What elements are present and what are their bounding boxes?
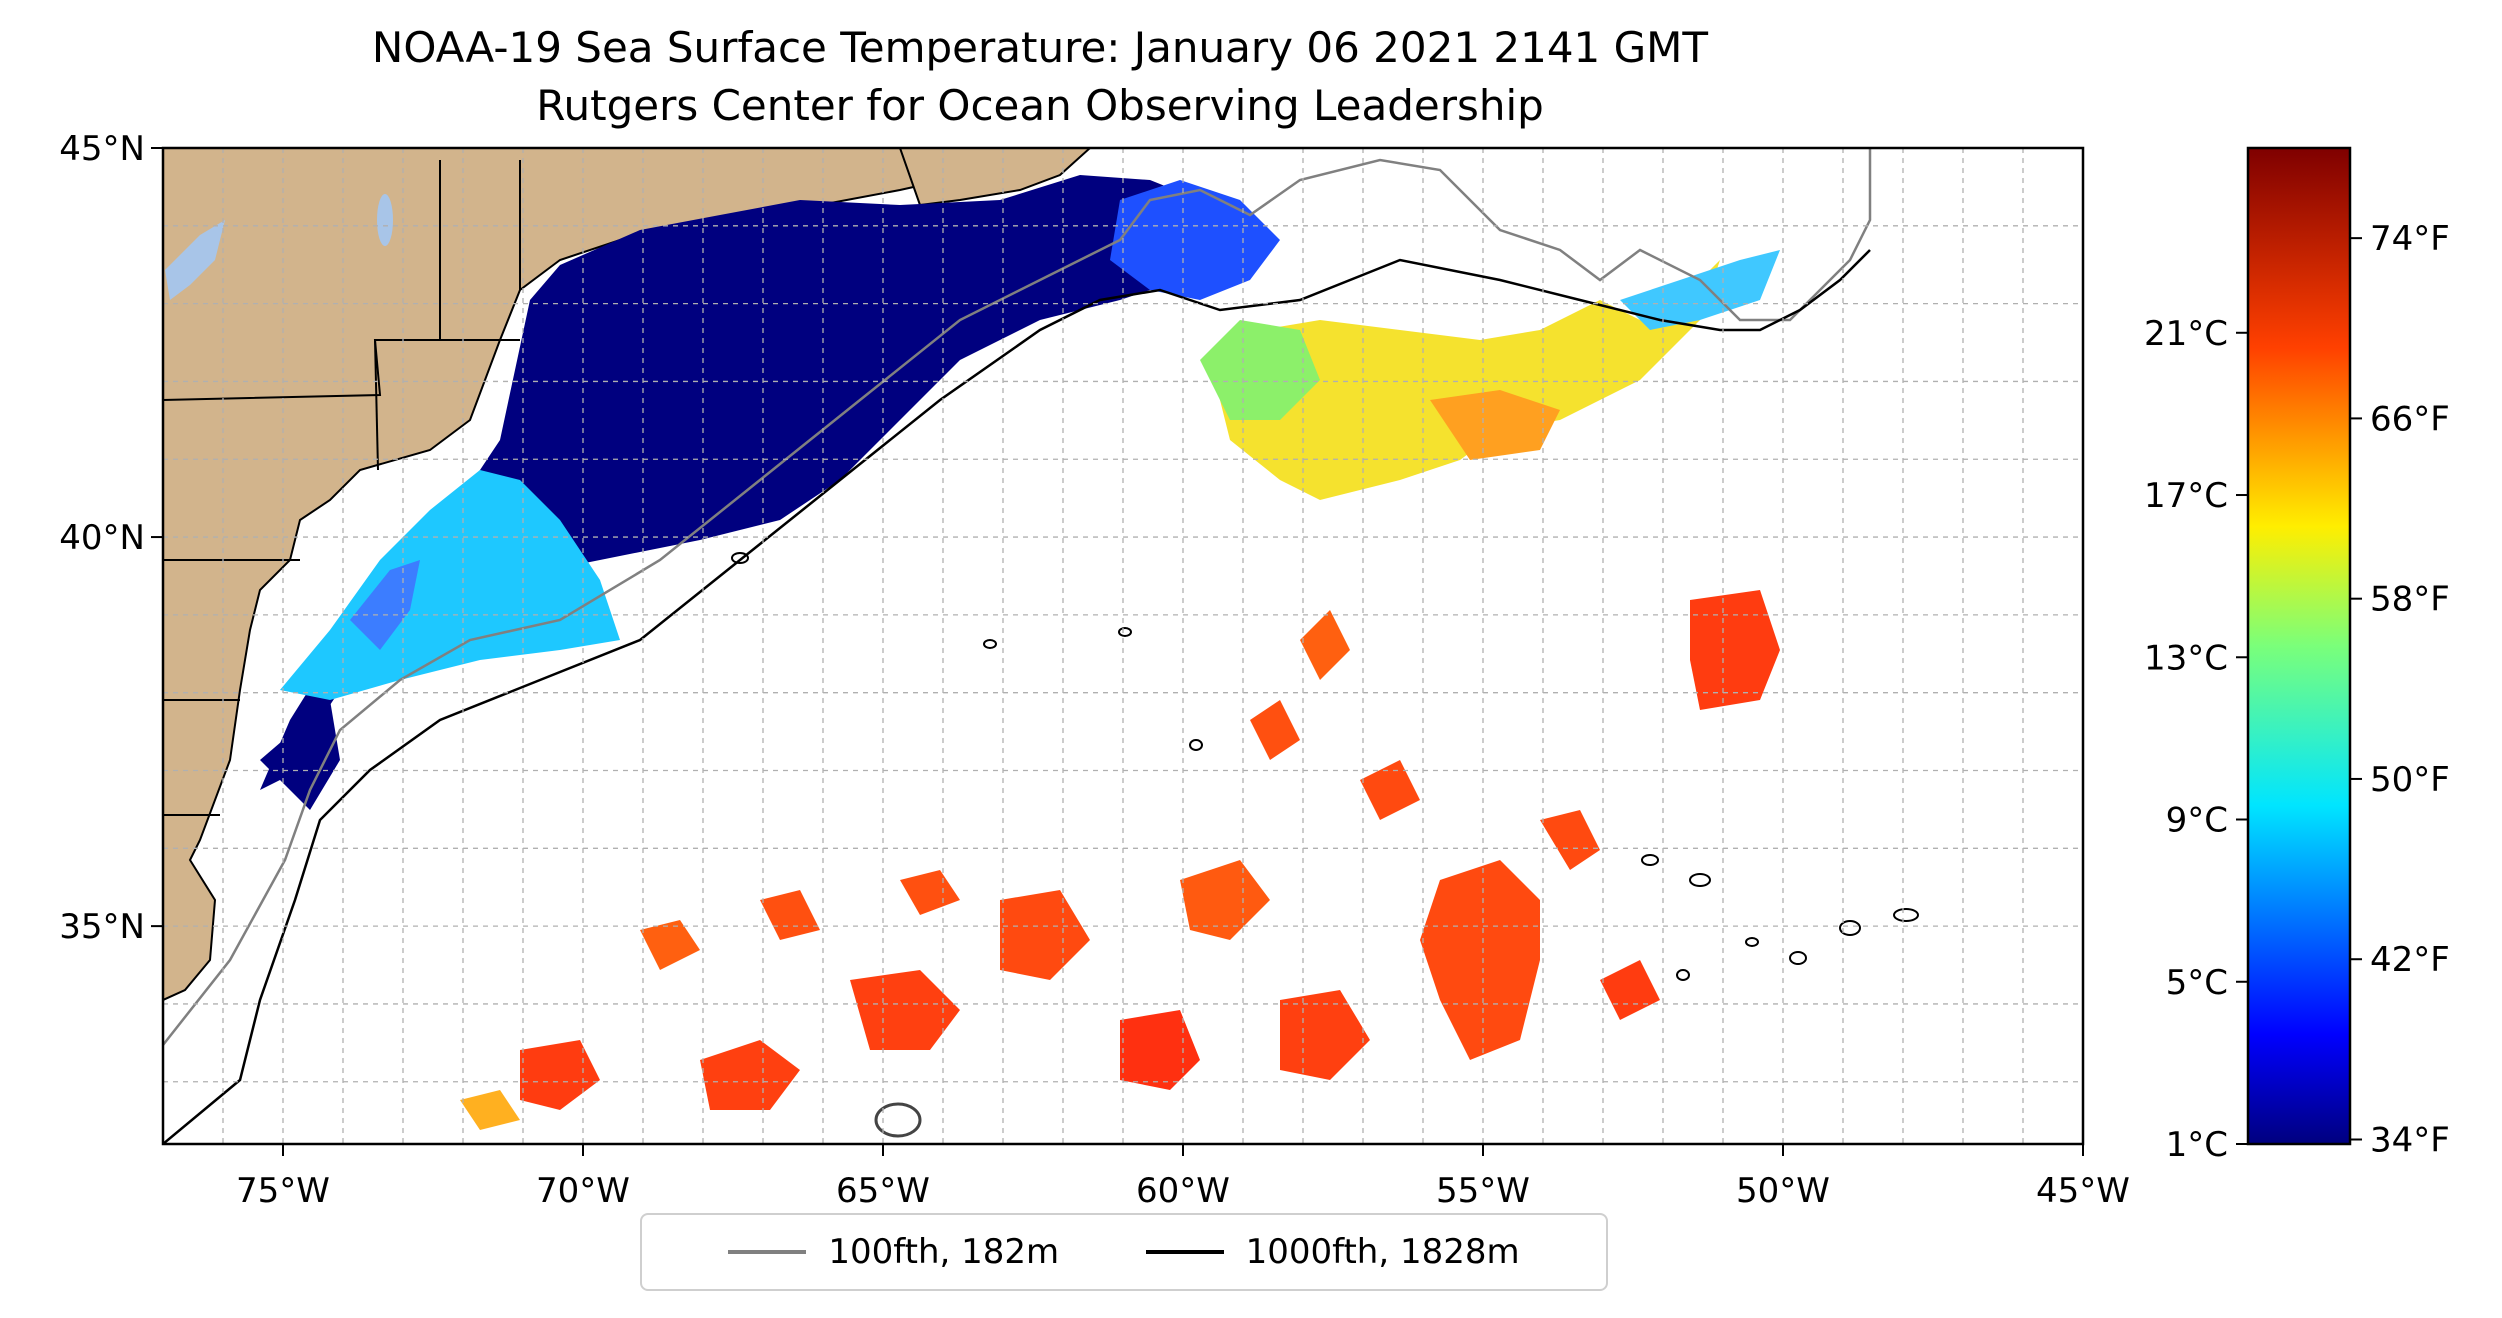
contour-legend: 100fth, 182m 1000fth, 1828m xyxy=(640,1213,1608,1291)
legend-swatch-100fth xyxy=(728,1250,807,1254)
celsius-tick-label: 21°C xyxy=(2144,314,2228,354)
map-subtitle: Rutgers Center for Ocean Observing Leade… xyxy=(536,81,1544,130)
seamount-contours xyxy=(731,552,1919,981)
sst-gulf-stream-orange xyxy=(1430,390,1560,460)
lon-tick-label: 60°W xyxy=(1136,1171,1230,1211)
colorbar xyxy=(2246,146,2352,1146)
celsius-tick-label: 1°C xyxy=(2166,1125,2228,1165)
fahrenheit-tick-label: 42°F xyxy=(2370,940,2450,980)
legend-label-1000fth: 1000fth, 1828m xyxy=(1245,1232,1520,1272)
state-borders xyxy=(163,160,521,816)
sst-gulf-stream-green xyxy=(1200,320,1320,420)
bermuda-contour xyxy=(874,1102,922,1138)
lat-tick-label: 40°N xyxy=(59,518,145,558)
legend-item-1000fth: 1000fth, 1828m xyxy=(1145,1232,1520,1272)
sst-nearshore-plume xyxy=(280,470,620,700)
fahrenheit-tick-label: 34°F xyxy=(2370,1120,2450,1160)
fahrenheit-tick-label: 74°F xyxy=(2370,219,2450,259)
legend-item-100fth: 100fth, 182m xyxy=(728,1232,1059,1272)
lat-tick-label: 35°N xyxy=(59,907,145,947)
fahrenheit-tick-label: 66°F xyxy=(2370,399,2450,439)
sst-warm-patches xyxy=(460,590,1780,1130)
lon-tick-label: 45°W xyxy=(2036,1171,2130,1211)
longitude-axis: 75°W 70°W 65°W 60°W 55°W 50°W 45°W xyxy=(236,1144,2130,1211)
sst-gulf-stream-band xyxy=(1210,260,1720,500)
sst-cold-water-south xyxy=(260,700,340,810)
lon-tick-label: 70°W xyxy=(536,1171,630,1211)
sst-cold-shelf-water xyxy=(260,175,1230,790)
latitude-axis: 45°N 40°N 35°N xyxy=(59,129,163,947)
celsius-tick-label: 5°C xyxy=(2166,963,2228,1003)
lake xyxy=(377,194,393,246)
map-frame xyxy=(161,146,2085,1146)
colorbar-celsius-axis: 1°C 5°C 9°C 13°C 17°C 21°C xyxy=(2144,314,2248,1165)
colorbar-fahrenheit-axis: 34°F 42°F 50°F 58°F 66°F 74°F xyxy=(2350,219,2450,1160)
celsius-tick-label: 9°C xyxy=(2166,801,2228,841)
legend-swatch-1000fth xyxy=(1145,1250,1224,1254)
lake xyxy=(165,220,225,300)
lon-tick-label: 65°W xyxy=(836,1171,930,1211)
celsius-tick-label: 17°C xyxy=(2144,476,2228,516)
contour-100fth xyxy=(163,148,1872,1046)
lon-tick-label: 50°W xyxy=(1736,1171,1830,1211)
lon-tick-label: 75°W xyxy=(236,1171,330,1211)
map-title: NOAA-19 Sea Surface Temperature: January… xyxy=(371,23,1709,72)
lat-tick-label: 45°N xyxy=(59,129,145,169)
fahrenheit-tick-label: 58°F xyxy=(2370,580,2450,620)
sst-labrador-front xyxy=(1620,250,1780,330)
contour-1000fth xyxy=(163,249,1871,1144)
lon-tick-label: 55°W xyxy=(1436,1171,1530,1211)
legend-label-100fth: 100fth, 182m xyxy=(828,1232,1060,1272)
celsius-tick-label: 13°C xyxy=(2144,638,2228,678)
fahrenheit-tick-label: 50°F xyxy=(2370,760,2450,800)
